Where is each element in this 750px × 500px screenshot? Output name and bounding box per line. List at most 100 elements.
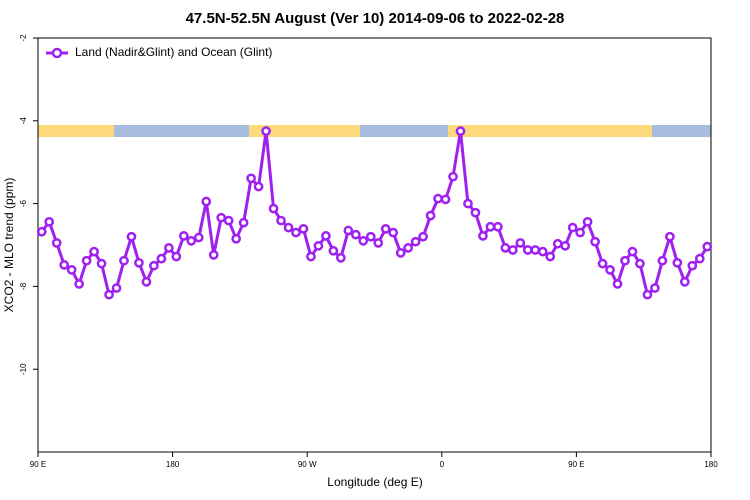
- y-tick-label: -10: [19, 363, 28, 375]
- y-tick-label: -2: [19, 34, 28, 42]
- data-point: [261, 126, 271, 136]
- data-point: [104, 289, 114, 300]
- data-point: [66, 264, 77, 275]
- data-point: [702, 241, 713, 252]
- data-point: [515, 238, 526, 248]
- data-point: [253, 181, 264, 192]
- data-point: [665, 231, 675, 242]
- y-axis-label: XCO2 - MLO trend (ppm): [2, 178, 16, 313]
- data-point: [380, 224, 391, 234]
- data-point: [679, 276, 690, 287]
- data-point: [313, 240, 324, 251]
- data-point: [410, 236, 421, 247]
- data-point: [463, 198, 473, 209]
- data-point: [336, 252, 346, 263]
- data-point: [246, 173, 256, 184]
- data-point: [575, 227, 585, 238]
- data-point: [291, 227, 301, 238]
- x-axis-label: Longitude (deg E): [327, 475, 422, 489]
- data-point: [403, 243, 413, 253]
- data-point: [612, 279, 623, 289]
- data-point: [81, 255, 92, 266]
- x-tick-label: 180: [704, 460, 718, 469]
- data-point: [605, 264, 615, 275]
- data-point: [208, 250, 219, 260]
- data-point: [111, 283, 122, 293]
- data-point: [178, 231, 189, 241]
- x-tick-label: 180: [166, 460, 180, 469]
- data-point: [59, 260, 70, 270]
- data-point: [36, 226, 47, 237]
- data-point: [350, 229, 361, 240]
- data-point: [552, 238, 563, 249]
- y-tick-label: -6: [19, 199, 28, 207]
- data-point: [276, 215, 286, 226]
- land-band: [38, 125, 114, 137]
- land-band: [448, 125, 652, 137]
- data-point: [642, 289, 653, 300]
- land-ocean-strip: [38, 125, 711, 137]
- data-point: [507, 245, 518, 255]
- data-point: [395, 248, 406, 258]
- data-point: [470, 207, 481, 218]
- data-point: [96, 258, 107, 269]
- data-point: [164, 243, 174, 253]
- data-point: [537, 246, 548, 257]
- data-point: [418, 231, 428, 242]
- data-point: [231, 233, 242, 244]
- data-point: [171, 251, 182, 262]
- data-point: [343, 225, 354, 236]
- data-point: [657, 255, 668, 266]
- data-point: [455, 126, 466, 136]
- legend-swatch-marker: [51, 47, 63, 59]
- data-point: [582, 216, 593, 227]
- data-point: [590, 236, 600, 247]
- data-point: [425, 210, 436, 221]
- x-tick-label: 0: [440, 460, 445, 469]
- data-point: [321, 231, 331, 241]
- data-point: [493, 221, 503, 232]
- data-point: [567, 222, 578, 233]
- data-point: [545, 251, 556, 262]
- data-point: [687, 260, 698, 271]
- land-band: [249, 125, 360, 137]
- data-point: [530, 245, 541, 255]
- data-point: [388, 227, 399, 238]
- data-point: [283, 222, 294, 233]
- data-point: [635, 258, 645, 269]
- data-point: [694, 253, 705, 264]
- data-point: [238, 217, 249, 228]
- x-tick-label: 90 W: [298, 460, 317, 469]
- data-point: [365, 231, 376, 242]
- data-point: [672, 257, 683, 268]
- data-point: [440, 194, 451, 205]
- data-point: [597, 258, 608, 269]
- data-point: [216, 212, 227, 223]
- data-point: [328, 245, 339, 256]
- data-point: [201, 196, 212, 207]
- data-point: [627, 246, 638, 257]
- data-point: [51, 238, 62, 248]
- data-point: [126, 231, 137, 242]
- data-point: [433, 193, 443, 204]
- data-point: [373, 238, 384, 248]
- data-point: [141, 276, 152, 287]
- data-point: [560, 240, 571, 251]
- data-point: [149, 260, 159, 271]
- data-point: [620, 255, 630, 266]
- y-tick-label: -4: [19, 117, 28, 125]
- data-point: [478, 231, 488, 241]
- data-point: [298, 224, 309, 234]
- data-point: [193, 232, 204, 243]
- data-point: [268, 203, 279, 214]
- x-tick-label: 90 E: [568, 460, 584, 469]
- data-point: [119, 255, 129, 266]
- data-point: [306, 251, 316, 262]
- x-tick-label: 90 E: [30, 460, 46, 469]
- y-tick-label: -8: [19, 282, 28, 290]
- data-point: [358, 236, 369, 246]
- chart-title: 47.5N-52.5N August (Ver 10) 2014-09-06 t…: [186, 10, 565, 27]
- data-point: [134, 257, 144, 268]
- legend-label: Land (Nadir&Glint) and Ocean (Glint): [75, 45, 272, 59]
